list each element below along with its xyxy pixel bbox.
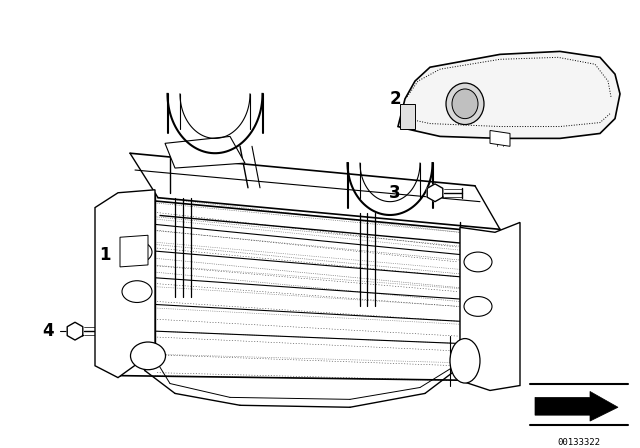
Polygon shape <box>67 322 83 340</box>
Ellipse shape <box>452 89 478 119</box>
Text: 4: 4 <box>42 322 54 340</box>
Ellipse shape <box>446 83 484 125</box>
Text: 1: 1 <box>99 246 111 264</box>
Text: 00133322: 00133322 <box>557 438 600 447</box>
Text: 3: 3 <box>389 184 401 202</box>
Polygon shape <box>535 392 618 421</box>
Ellipse shape <box>464 252 492 272</box>
Polygon shape <box>490 130 510 146</box>
Polygon shape <box>400 104 415 129</box>
Ellipse shape <box>131 342 166 370</box>
Polygon shape <box>120 235 148 267</box>
Text: 2: 2 <box>389 90 401 108</box>
Polygon shape <box>95 190 155 378</box>
Polygon shape <box>460 222 520 391</box>
Polygon shape <box>165 136 245 168</box>
Ellipse shape <box>450 339 480 383</box>
Ellipse shape <box>122 281 152 302</box>
Ellipse shape <box>464 297 492 316</box>
Ellipse shape <box>122 241 152 263</box>
Polygon shape <box>428 184 443 202</box>
Polygon shape <box>398 52 620 138</box>
